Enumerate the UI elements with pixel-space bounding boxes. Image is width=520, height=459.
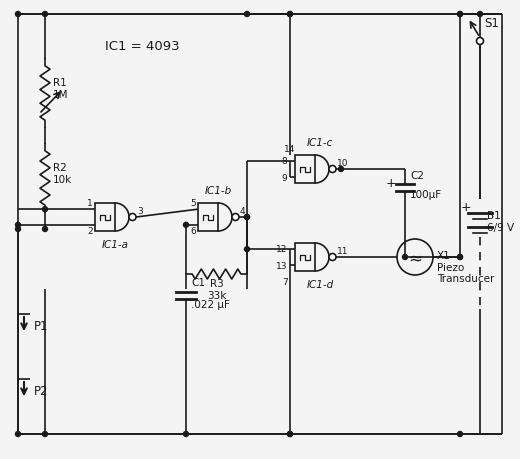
Text: 100μF: 100μF — [410, 190, 442, 200]
Circle shape — [129, 214, 136, 221]
Text: 1: 1 — [87, 199, 93, 208]
Text: +: + — [461, 201, 471, 214]
Circle shape — [232, 214, 239, 221]
Text: 5: 5 — [190, 199, 196, 208]
Text: IC1-c: IC1-c — [307, 138, 333, 148]
Text: 2: 2 — [87, 226, 93, 235]
Circle shape — [458, 12, 462, 17]
Text: IC1-b: IC1-b — [204, 185, 231, 196]
Circle shape — [16, 223, 20, 228]
Text: IC1-d: IC1-d — [306, 280, 334, 289]
Circle shape — [244, 215, 250, 220]
Text: C1: C1 — [191, 277, 205, 287]
Circle shape — [43, 12, 47, 17]
Circle shape — [329, 166, 336, 173]
Circle shape — [477, 12, 483, 17]
Circle shape — [288, 12, 293, 17]
Text: 8: 8 — [281, 157, 287, 165]
Text: IC1 = 4093: IC1 = 4093 — [105, 40, 179, 53]
Text: 4: 4 — [240, 207, 245, 216]
Circle shape — [16, 431, 20, 437]
Circle shape — [16, 227, 20, 232]
Circle shape — [458, 12, 462, 17]
Circle shape — [402, 255, 408, 260]
Text: +: + — [386, 177, 396, 190]
Circle shape — [288, 12, 293, 17]
Text: X1
Piezo
Transducer: X1 Piezo Transducer — [437, 251, 495, 284]
Text: .022 μF: .022 μF — [191, 299, 230, 309]
Text: 14: 14 — [284, 145, 296, 154]
Text: 6: 6 — [190, 226, 196, 235]
Circle shape — [16, 12, 20, 17]
Text: R3
33k: R3 33k — [207, 279, 226, 300]
Text: P1: P1 — [34, 320, 48, 333]
Circle shape — [458, 255, 462, 260]
Circle shape — [244, 215, 250, 220]
Text: 12: 12 — [276, 244, 287, 253]
Circle shape — [244, 12, 250, 17]
Circle shape — [184, 223, 189, 228]
Text: S1: S1 — [484, 17, 499, 30]
Text: 11: 11 — [337, 246, 348, 256]
Circle shape — [43, 431, 47, 437]
Text: 13: 13 — [276, 262, 287, 271]
Circle shape — [476, 39, 484, 45]
Text: ≈: ≈ — [408, 248, 422, 266]
Circle shape — [43, 227, 47, 232]
Text: IC1-a: IC1-a — [101, 240, 128, 249]
Text: R1
1M: R1 1M — [53, 78, 69, 100]
Circle shape — [458, 255, 462, 260]
Text: 9: 9 — [281, 174, 287, 183]
Circle shape — [184, 431, 189, 437]
Text: 7: 7 — [282, 277, 288, 286]
Text: 10: 10 — [337, 159, 348, 168]
Text: R2
10k: R2 10k — [53, 162, 72, 184]
Circle shape — [288, 431, 293, 437]
Text: 3: 3 — [137, 207, 143, 216]
Circle shape — [339, 167, 344, 172]
Circle shape — [329, 254, 336, 261]
Circle shape — [244, 247, 250, 252]
Circle shape — [288, 431, 293, 437]
Text: B1
6/9 V: B1 6/9 V — [487, 211, 514, 232]
Text: P2: P2 — [34, 385, 48, 397]
Text: C2: C2 — [410, 171, 424, 180]
Circle shape — [43, 207, 47, 212]
Circle shape — [458, 431, 462, 437]
